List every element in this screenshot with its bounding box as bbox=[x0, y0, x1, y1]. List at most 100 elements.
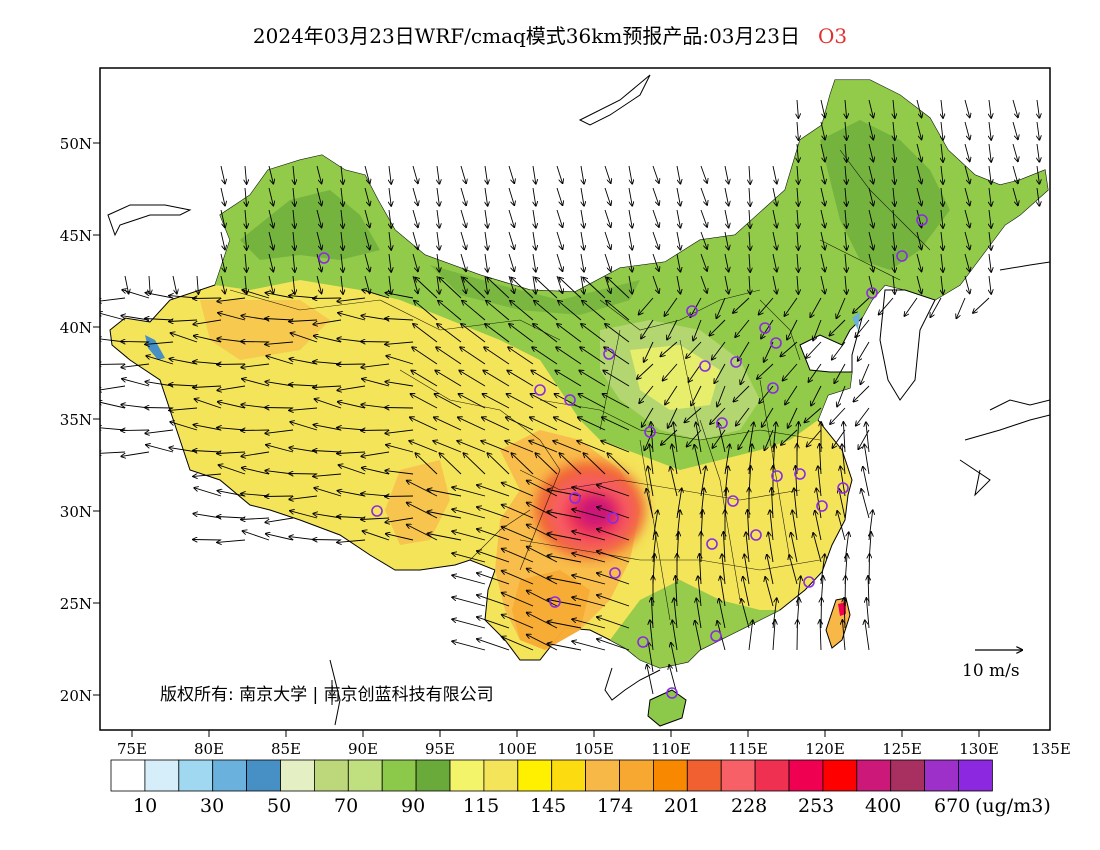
station-marker bbox=[730, 356, 742, 368]
station-marker bbox=[866, 287, 878, 299]
station-marker bbox=[794, 468, 806, 480]
lon-label-90e: 90E bbox=[347, 740, 379, 758]
colorbar-swatch bbox=[280, 759, 315, 792]
colorbar-swatch bbox=[381, 759, 417, 792]
station-marker bbox=[759, 322, 771, 334]
station-marker bbox=[837, 482, 849, 494]
station-marker bbox=[564, 394, 576, 406]
station-marker bbox=[371, 505, 383, 517]
lon-label-100e: 100E bbox=[497, 740, 537, 758]
lon-label-75e: 75E bbox=[116, 740, 148, 758]
colorbar-swatch bbox=[788, 759, 824, 792]
lat-label-40n: 40N bbox=[59, 319, 92, 337]
station-marker bbox=[750, 529, 762, 541]
lat-label-25n: 25N bbox=[59, 595, 92, 613]
lon-label-115e: 115E bbox=[728, 740, 768, 758]
colorbar-label-228: 228 bbox=[731, 795, 768, 817]
map-title: 2024年03月23日WRF/cmaq模式36km预报产品:03月23日 O3 bbox=[0, 20, 1100, 49]
station-marker bbox=[896, 250, 908, 262]
colorbar-label-30: 30 bbox=[200, 795, 225, 817]
station-marker bbox=[666, 687, 678, 699]
pollutant-label: O3 bbox=[817, 24, 848, 48]
station-marker bbox=[916, 214, 928, 226]
lat-label-20n: 20N bbox=[59, 687, 92, 705]
colorbar bbox=[110, 759, 993, 792]
station-marker bbox=[686, 305, 698, 317]
station-marker bbox=[609, 567, 621, 579]
lon-label-80e: 80E bbox=[193, 740, 225, 758]
hainan-landmass bbox=[647, 689, 687, 727]
colorbar-label-201: 201 bbox=[664, 795, 701, 817]
colorbar-label-174: 174 bbox=[597, 795, 634, 817]
station-marker bbox=[637, 636, 649, 648]
station-marker bbox=[710, 630, 722, 642]
lat-label-30n: 30N bbox=[59, 503, 92, 521]
colorbar-swatch bbox=[720, 759, 756, 792]
colorbar-swatch bbox=[924, 759, 959, 792]
colorbar-swatch bbox=[449, 759, 485, 792]
colorbar-swatch bbox=[517, 759, 553, 792]
station-marker bbox=[534, 384, 546, 396]
colorbar-unit: (ug/m3) bbox=[975, 795, 1051, 817]
station-markers bbox=[318, 214, 928, 699]
lon-label-85e: 85E bbox=[270, 740, 302, 758]
colorbar-swatch bbox=[890, 759, 926, 792]
colorbar-swatch bbox=[822, 759, 858, 792]
colorbar-swatch bbox=[110, 759, 146, 792]
colorbar-swatch bbox=[619, 759, 654, 792]
colorbar-swatch bbox=[313, 759, 349, 792]
lon-label-110e: 110E bbox=[651, 740, 691, 758]
colorbar-label-400: 400 bbox=[865, 795, 902, 817]
colorbar-swatch bbox=[653, 759, 688, 792]
colorbar-label-10: 10 bbox=[133, 795, 158, 817]
lon-label-120e: 120E bbox=[805, 740, 845, 758]
wind-reference-label: 10 m/s bbox=[962, 661, 1020, 681]
lat-label-45n: 45N bbox=[59, 227, 92, 245]
colorbar-label-145: 145 bbox=[530, 795, 567, 817]
colorbar-label-90: 90 bbox=[401, 795, 426, 817]
lon-label-105e: 105E bbox=[574, 740, 614, 758]
station-marker bbox=[699, 360, 711, 372]
colorbar-swatch bbox=[585, 759, 620, 792]
colorbar-swatch bbox=[551, 759, 587, 792]
colorbar-swatch bbox=[246, 759, 281, 792]
colorbar-label-115: 115 bbox=[463, 795, 500, 817]
lat-label-50n: 50N bbox=[59, 135, 92, 153]
station-marker bbox=[816, 500, 828, 512]
lon-label-130e: 130E bbox=[959, 740, 999, 758]
lon-label-125e: 125E bbox=[882, 740, 922, 758]
station-marker bbox=[549, 596, 561, 608]
colorbar-swatch bbox=[856, 759, 892, 792]
colorbar-swatch bbox=[483, 759, 519, 792]
colorbar-swatch bbox=[415, 759, 451, 792]
copyright-text: 版权所有: 南京大学 | 南京创蓝科技有限公司 bbox=[160, 685, 494, 705]
colorbar-label-253: 253 bbox=[798, 795, 835, 817]
colorbar-swatch bbox=[958, 759, 993, 792]
title-text: 2024年03月23日WRF/cmaq模式36km预报产品:03月23日 bbox=[252, 24, 800, 48]
station-marker bbox=[771, 470, 783, 482]
colorbar-label-70: 70 bbox=[334, 795, 359, 817]
station-marker bbox=[603, 348, 615, 360]
station-marker bbox=[569, 492, 581, 504]
lon-label-135e: 135E bbox=[1031, 740, 1071, 758]
colorbar-swatch bbox=[347, 759, 383, 792]
station-marker bbox=[716, 417, 728, 429]
colorbar-swatch bbox=[754, 759, 790, 792]
lon-label-95e: 95E bbox=[424, 740, 456, 758]
station-marker bbox=[607, 512, 619, 524]
colorbar-swatch bbox=[686, 759, 722, 792]
station-marker bbox=[644, 426, 656, 438]
station-marker bbox=[727, 495, 739, 507]
colorbar-swatch bbox=[178, 759, 214, 792]
wind-vectors bbox=[100, 99, 1039, 695]
taiwan-landmass bbox=[825, 597, 851, 649]
colorbar-swatch bbox=[144, 759, 180, 792]
colorbar-label-670: 670 bbox=[934, 795, 971, 817]
station-marker bbox=[803, 576, 815, 588]
station-marker bbox=[318, 252, 330, 264]
lat-label-35n: 35N bbox=[59, 411, 92, 429]
station-marker bbox=[706, 538, 718, 550]
colorbar-label-50: 50 bbox=[267, 795, 292, 817]
map-frame bbox=[99, 67, 1051, 731]
